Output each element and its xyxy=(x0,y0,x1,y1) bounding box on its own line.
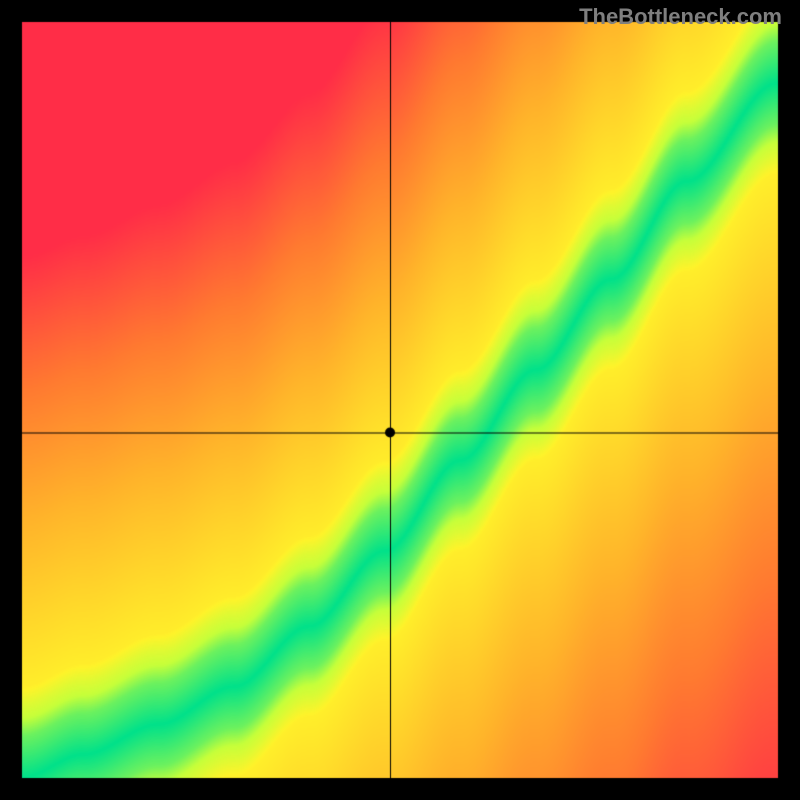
watermark-text: TheBottleneck.com xyxy=(579,4,782,30)
chart-container: TheBottleneck.com xyxy=(0,0,800,800)
heatmap-canvas xyxy=(0,0,800,800)
